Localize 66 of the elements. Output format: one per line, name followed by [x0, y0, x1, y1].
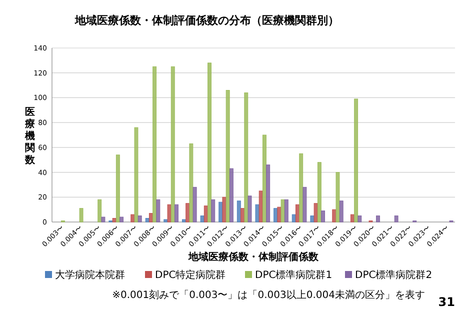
bar [358, 216, 362, 222]
bar [394, 216, 398, 222]
bar [112, 218, 116, 222]
bar [134, 127, 138, 222]
bar [101, 216, 106, 222]
bar [339, 200, 344, 222]
bar [200, 216, 204, 222]
bar [116, 154, 120, 222]
bar [120, 216, 124, 222]
bar [280, 199, 285, 222]
bar [164, 219, 168, 222]
bar [148, 213, 153, 222]
bar [354, 98, 358, 222]
bar [262, 134, 266, 222]
bar [204, 206, 208, 222]
bar [218, 202, 223, 222]
bar [186, 203, 190, 222]
chart-title: 地域医療係数・体制評価係数の分布（医療機関群別） [74, 14, 339, 27]
bar [336, 172, 340, 222]
bar [170, 66, 175, 222]
bar [182, 219, 186, 222]
bar [332, 209, 336, 222]
bar [208, 62, 212, 222]
bar [321, 210, 326, 222]
bar [302, 186, 307, 222]
bar [229, 168, 234, 222]
bar [277, 206, 282, 222]
bar [299, 153, 304, 222]
bar [284, 199, 288, 222]
bar [248, 196, 252, 222]
bar [138, 216, 142, 222]
bar [167, 204, 172, 222]
bar [274, 208, 278, 222]
bar [145, 218, 150, 222]
bar [226, 90, 230, 222]
legend-label: DPC標準病院群1 [255, 269, 332, 281]
bar [255, 204, 260, 222]
bar [240, 208, 244, 222]
bar [222, 196, 226, 222]
bar [296, 204, 300, 222]
legend-label: DPC標準病院群2 [355, 269, 432, 281]
bar [130, 214, 135, 222]
bar [192, 186, 197, 222]
bar [236, 200, 241, 222]
bar [310, 216, 314, 222]
legend-label: DPC特定病院群 [155, 269, 226, 281]
bar [79, 208, 84, 222]
bar [189, 143, 194, 222]
bar [244, 92, 248, 222]
bar [376, 216, 380, 222]
bar [317, 162, 322, 222]
bar [292, 214, 296, 222]
bar [350, 214, 354, 222]
y-axis-title: 医療機関数 [24, 106, 36, 166]
bar [156, 199, 160, 222]
bar [152, 66, 157, 222]
legend-label: 大学病院本院群 [55, 269, 125, 281]
x-axis-title: 地域医療係数・体制評価係数 [188, 251, 320, 263]
bar [98, 199, 102, 222]
text: 31 [438, 295, 455, 309]
bar [258, 190, 263, 222]
text: ※0.001刻みで「0.003〜」は「0.003以上0.004未満の区分」を表す [112, 289, 425, 301]
bar [174, 204, 178, 222]
bar [211, 199, 216, 222]
bar [314, 203, 318, 222]
bar [266, 164, 270, 222]
